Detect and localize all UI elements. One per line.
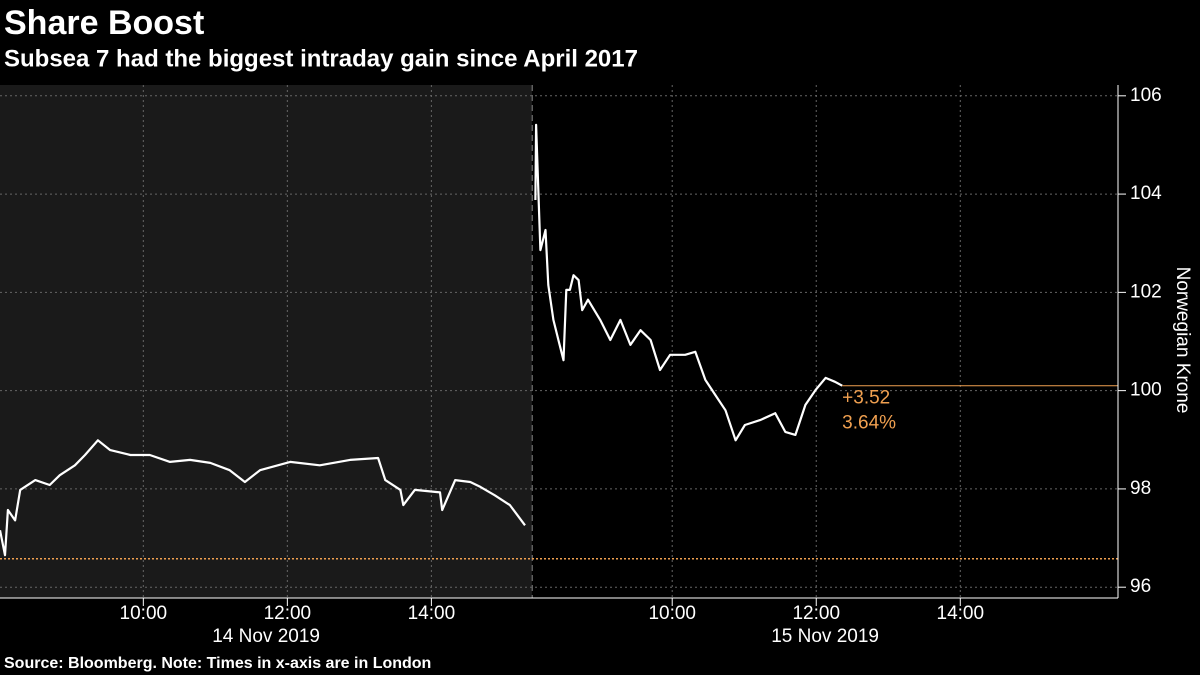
price-line — [0, 439, 526, 557]
price-line — [534, 123, 843, 442]
y-axis-label: Norwegian Krone — [1172, 267, 1193, 414]
change-label: +3.52 — [842, 388, 890, 409]
y-tick-label: 96 — [1130, 576, 1151, 597]
y-tick-label: 106 — [1130, 85, 1162, 106]
x-tick-label: 14:00 — [408, 603, 456, 624]
y-tick-label: 104 — [1130, 183, 1162, 204]
panel-background — [532, 85, 1118, 598]
y-tick-label: 102 — [1130, 281, 1162, 302]
x-tick-label: 14:00 — [937, 603, 985, 624]
panel-background — [0, 85, 533, 598]
source-note: Source: Bloomberg. Note: Times in x-axis… — [4, 655, 431, 672]
x-tick-label: 10:00 — [648, 603, 696, 624]
change-pct-label: 3.64% — [842, 413, 896, 434]
chart-title: Share Boost — [4, 4, 204, 42]
y-tick-label: 98 — [1130, 478, 1151, 499]
y-tick-label: 100 — [1130, 380, 1162, 401]
x-tick-label: 12:00 — [792, 603, 840, 624]
x-tick-label: 12:00 — [264, 603, 312, 624]
x-tick-label: 10:00 — [120, 603, 168, 624]
date-label: 15 Nov 2019 — [771, 626, 879, 647]
date-label: 14 Nov 2019 — [212, 626, 320, 647]
chart-subtitle: Subsea 7 had the biggest intraday gain s… — [4, 45, 638, 72]
